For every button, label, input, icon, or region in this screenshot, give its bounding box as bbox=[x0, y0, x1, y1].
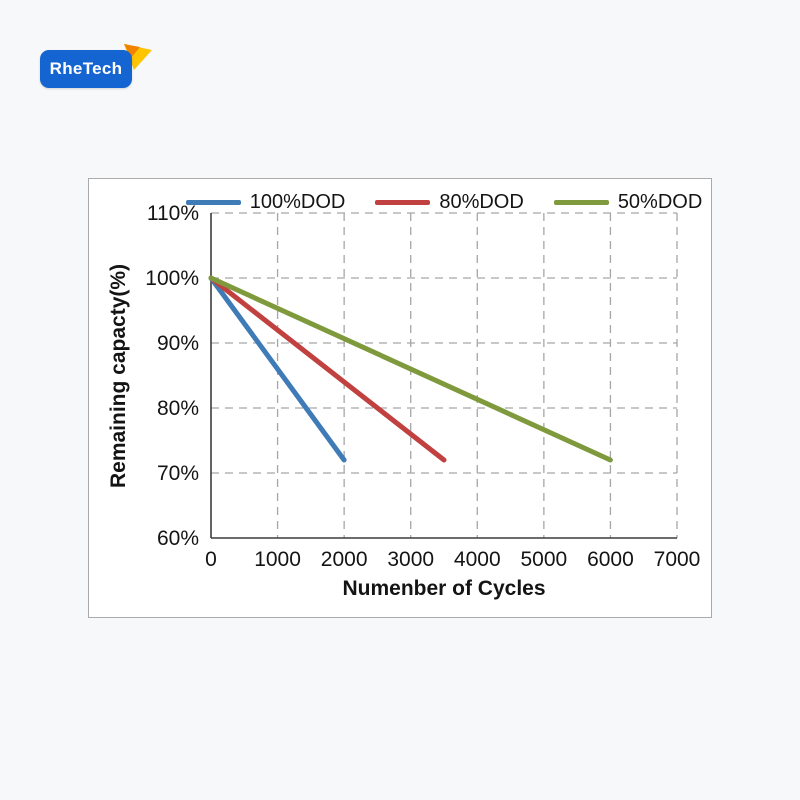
series-line-3 bbox=[208, 275, 613, 463]
chart-card: 60% 70% 80% 90% 100% 110% 0 1000 2000 3000 4000 500… bbox=[88, 178, 712, 618]
y-tick-label: 80% bbox=[157, 397, 199, 420]
logo-flag-icon bbox=[124, 44, 152, 70]
legend-item-50dod: 50%DOD bbox=[553, 190, 703, 214]
legend-item-80dod: 80%DOD bbox=[375, 190, 524, 214]
legend-label-80dod: 80%DOD bbox=[439, 190, 524, 213]
y-tick-label: 110% bbox=[147, 202, 199, 225]
x-tick-label: 2000 bbox=[321, 548, 368, 571]
logo-box: RheTech bbox=[40, 50, 132, 88]
y-tick-label: 60% bbox=[157, 527, 199, 550]
rhetech-logo: RheTech bbox=[40, 40, 160, 90]
legend-swatch-50dod bbox=[553, 199, 609, 205]
series-line-2 bbox=[208, 275, 447, 463]
y-tick-label: 100% bbox=[145, 267, 199, 290]
y-tick-label: 70% bbox=[157, 462, 199, 485]
legend-label-50dod: 50%DOD bbox=[617, 190, 703, 213]
logo-text: RheTech bbox=[49, 59, 123, 78]
chart-legend: 100%DOD 80%DOD 50%DOD bbox=[185, 189, 702, 215]
y-tick-label: 90% bbox=[157, 332, 199, 355]
x-tick-label: 7000 bbox=[654, 548, 701, 571]
legend-item-100dod: 100%DOD bbox=[185, 190, 346, 214]
legend-swatch-80dod bbox=[375, 199, 431, 205]
x-tick-label: 5000 bbox=[520, 548, 567, 571]
x-tick-label: 1000 bbox=[254, 548, 301, 571]
x-tick-label: 0 bbox=[205, 548, 217, 571]
legend-swatch-100dod bbox=[185, 199, 241, 205]
x-tick-label: 4000 bbox=[454, 548, 501, 571]
x-tick-label: 6000 bbox=[587, 548, 634, 571]
x-axis-title: Numenber of Cycles bbox=[342, 577, 546, 600]
x-tick-label: 3000 bbox=[387, 548, 434, 571]
legend-label-100dod: 100%DOD bbox=[249, 190, 346, 213]
y-axis-title: Remaining capacty(%) bbox=[107, 263, 130, 489]
series-line-1 bbox=[208, 275, 347, 463]
plot-area: 60% 70% 80% 90% 100% 110% 0 1000 2000 3000 4000 500… bbox=[145, 202, 701, 571]
